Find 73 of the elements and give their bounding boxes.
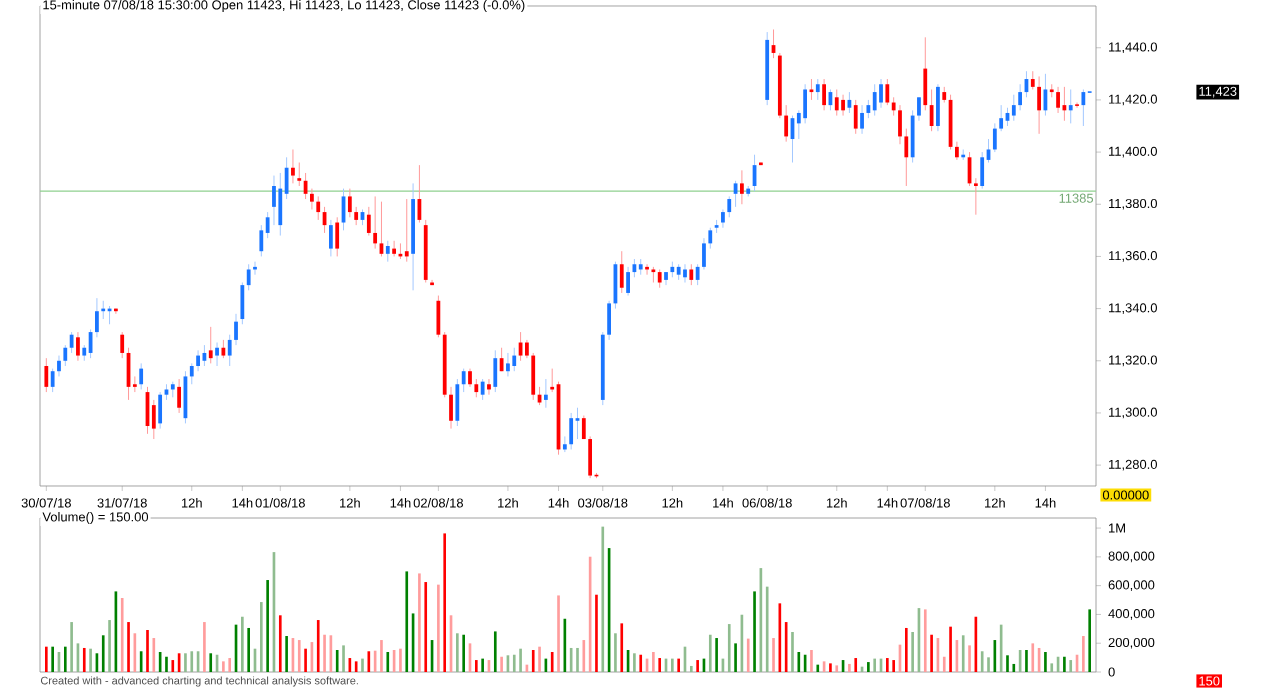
- candlestick: [95, 297, 99, 338]
- candlestick: [815, 78, 820, 101]
- candlestick: [69, 331, 74, 354]
- candlestick: [683, 263, 687, 284]
- candlestick: [487, 378, 491, 396]
- candlestick: [404, 198, 409, 263]
- candlestick: [822, 78, 826, 111]
- candlestick: [936, 83, 940, 132]
- candlestick: [999, 104, 1004, 132]
- candlestick: [879, 78, 883, 109]
- candlestick: [619, 250, 624, 294]
- candlestick: [803, 83, 808, 124]
- candlestick: [76, 331, 80, 362]
- candlestick: [543, 378, 548, 409]
- candlestick: [1018, 83, 1023, 111]
- candlestick: [278, 172, 283, 237]
- candlestick: [809, 78, 814, 101]
- candlestick: [973, 177, 978, 216]
- candlestick: [841, 94, 845, 117]
- candlestick: [392, 240, 397, 257]
- candlestick: [1056, 86, 1060, 114]
- candlestick: [373, 195, 378, 250]
- candlestick: [512, 347, 517, 372]
- candlestick: [740, 169, 744, 205]
- candlestick: [139, 362, 144, 390]
- candlestick: [1068, 88, 1073, 124]
- candlestick: [455, 378, 460, 427]
- candlestick: [992, 122, 997, 153]
- candlestick: [853, 99, 858, 135]
- candlestick: [316, 195, 321, 221]
- candlestick: [246, 263, 251, 291]
- candlestick: [506, 352, 510, 377]
- candlestick: [196, 349, 200, 372]
- candlestick: [575, 407, 580, 440]
- candlestick: [272, 175, 276, 226]
- candlestick: [1074, 102, 1080, 109]
- candlestick: [480, 378, 485, 401]
- candlestick: [784, 104, 789, 143]
- candlestick: [335, 216, 340, 257]
- candlestick: [347, 188, 352, 218]
- candlestick: [885, 78, 890, 106]
- candlestick: [493, 349, 498, 393]
- candlestick: [626, 266, 630, 297]
- candlestick: [468, 368, 472, 388]
- candlestick: [385, 240, 390, 263]
- candlestick: [221, 339, 226, 359]
- candlestick: [354, 206, 359, 226]
- candlestick: [328, 219, 333, 257]
- candlestick: [177, 378, 182, 414]
- candlestick: [158, 391, 163, 430]
- candlestick: [1081, 88, 1086, 127]
- candlestick: [436, 295, 441, 338]
- candlestick: [929, 88, 934, 132]
- candlestick: [120, 331, 125, 359]
- candlestick: [310, 188, 314, 210]
- candlestick: [657, 268, 662, 289]
- candlestick: [208, 326, 213, 364]
- candlestick: [461, 368, 466, 393]
- candlestick: [872, 83, 877, 117]
- candlestick: [834, 88, 839, 117]
- candlestick: [1037, 75, 1041, 135]
- candlestick: [44, 357, 49, 393]
- candlestick: [215, 342, 219, 367]
- candlestick: [860, 104, 864, 135]
- candlestick: [910, 109, 915, 164]
- candlestick: [923, 36, 928, 111]
- candlestick: [291, 148, 295, 184]
- candlestick: [955, 141, 959, 161]
- candlestick: [980, 151, 985, 190]
- candlestick: [151, 399, 156, 440]
- candlestick: [569, 412, 574, 450]
- candlestick: [689, 263, 694, 286]
- candlestick: [259, 224, 264, 257]
